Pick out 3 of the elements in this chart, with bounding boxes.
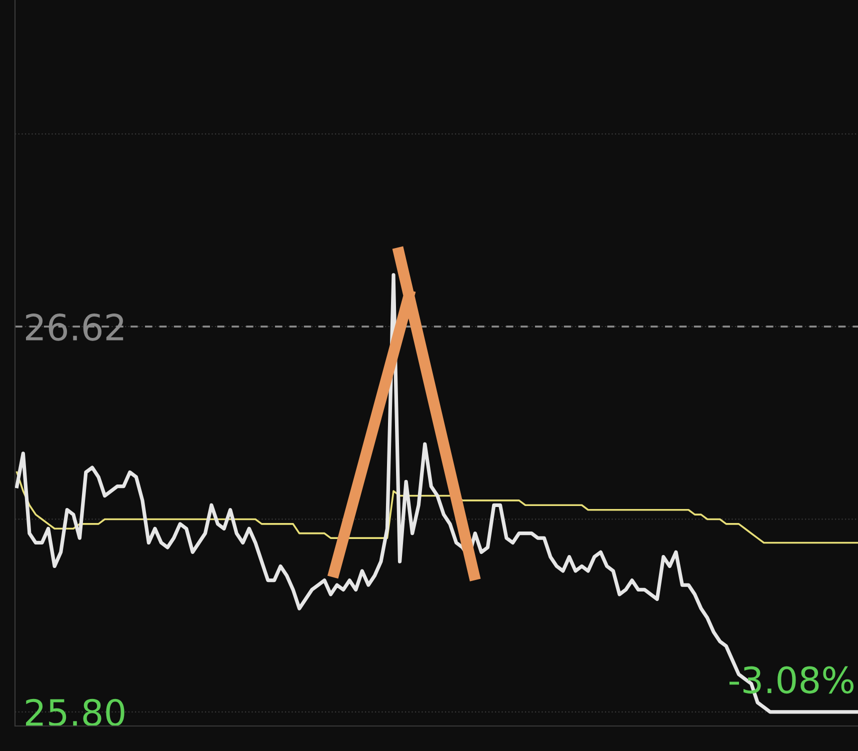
line-series [16, 471, 858, 544]
y-tick-label: 26.62 [26, 314, 124, 341]
y-tick-label: 25.80 [26, 698, 124, 726]
